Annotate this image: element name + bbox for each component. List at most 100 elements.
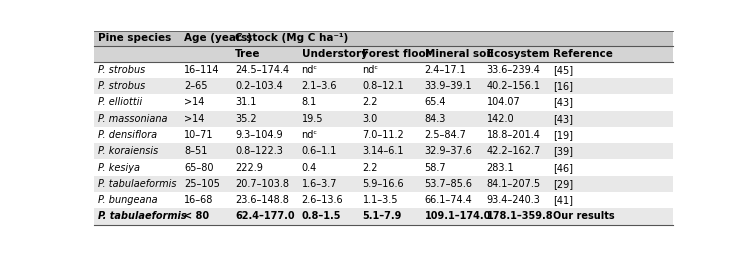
FancyBboxPatch shape — [94, 62, 673, 78]
Text: Age (years): Age (years) — [184, 33, 252, 43]
FancyBboxPatch shape — [94, 94, 673, 110]
FancyBboxPatch shape — [94, 208, 673, 225]
Text: 16–114: 16–114 — [184, 65, 219, 75]
Text: 2.2: 2.2 — [363, 98, 378, 107]
Text: 10–71: 10–71 — [184, 130, 213, 140]
FancyBboxPatch shape — [94, 176, 673, 192]
Text: P. elliottii: P. elliottii — [98, 98, 142, 107]
Text: 23.6–148.8: 23.6–148.8 — [235, 195, 289, 205]
Text: Tree: Tree — [235, 49, 260, 59]
Text: 40.2–156.1: 40.2–156.1 — [486, 81, 541, 91]
Text: 35.2: 35.2 — [235, 114, 257, 124]
Text: 2.1–3.6: 2.1–3.6 — [301, 81, 337, 91]
Text: Mineral soil: Mineral soil — [425, 49, 493, 59]
FancyBboxPatch shape — [94, 127, 673, 143]
Text: [19]: [19] — [554, 130, 573, 140]
Text: C stock (Mg C ha⁻¹): C stock (Mg C ha⁻¹) — [235, 33, 349, 43]
Text: 18.8–201.4: 18.8–201.4 — [486, 130, 540, 140]
FancyBboxPatch shape — [94, 46, 673, 62]
Text: 0.6–1.1: 0.6–1.1 — [301, 146, 337, 156]
Text: 2.6–13.6: 2.6–13.6 — [301, 195, 343, 205]
Text: P. strobus: P. strobus — [98, 81, 145, 91]
Text: [46]: [46] — [554, 162, 573, 173]
Text: 16–68: 16–68 — [184, 195, 213, 205]
Text: 0.4: 0.4 — [301, 162, 317, 173]
Text: P. densiflora: P. densiflora — [98, 130, 157, 140]
Text: [45]: [45] — [554, 65, 573, 75]
Text: 84.1–207.5: 84.1–207.5 — [486, 179, 541, 189]
Text: 0.8–12.1: 0.8–12.1 — [363, 81, 404, 91]
Text: [39]: [39] — [554, 146, 573, 156]
Text: 8–51: 8–51 — [184, 146, 207, 156]
Text: 2.2: 2.2 — [363, 162, 378, 173]
Text: Understory: Understory — [301, 49, 367, 59]
Text: 32.9–37.6: 32.9–37.6 — [425, 146, 473, 156]
Text: ndᶜ: ndᶜ — [301, 65, 318, 75]
Text: 58.7: 58.7 — [425, 162, 446, 173]
Text: 104.07: 104.07 — [486, 98, 521, 107]
Text: 2.4–17.1: 2.4–17.1 — [425, 65, 466, 75]
Text: [41]: [41] — [554, 195, 573, 205]
Text: [43]: [43] — [554, 98, 573, 107]
Text: >14: >14 — [184, 114, 204, 124]
Text: Pine species: Pine species — [98, 33, 171, 43]
Text: P. tabulaeformis: P. tabulaeformis — [98, 179, 177, 189]
Text: 178.1–359.8: 178.1–359.8 — [486, 211, 554, 222]
Text: 42.2–162.7: 42.2–162.7 — [486, 146, 541, 156]
Text: 8.1: 8.1 — [301, 98, 317, 107]
Text: 33.9–39.1: 33.9–39.1 — [425, 81, 472, 91]
Text: [16]: [16] — [554, 81, 573, 91]
Text: 2–65: 2–65 — [184, 81, 207, 91]
Text: 65–80: 65–80 — [184, 162, 213, 173]
Text: ndᶜ: ndᶜ — [363, 65, 378, 75]
Text: 33.6–239.4: 33.6–239.4 — [486, 65, 540, 75]
Text: [29]: [29] — [554, 179, 573, 189]
Text: 24.5–174.4: 24.5–174.4 — [235, 65, 289, 75]
Text: 84.3: 84.3 — [425, 114, 446, 124]
Text: 222.9: 222.9 — [235, 162, 263, 173]
Text: P. strobus: P. strobus — [98, 65, 145, 75]
FancyBboxPatch shape — [94, 110, 673, 127]
Text: Reference: Reference — [554, 49, 613, 59]
Text: 62.4–177.0: 62.4–177.0 — [235, 211, 295, 222]
Text: P. bungeana: P. bungeana — [98, 195, 158, 205]
Text: 7.0–11.2: 7.0–11.2 — [363, 130, 404, 140]
Text: 283.1: 283.1 — [486, 162, 514, 173]
Text: 2.5–84.7: 2.5–84.7 — [425, 130, 467, 140]
Text: P. koraiensis: P. koraiensis — [98, 146, 159, 156]
Text: 0.8–122.3: 0.8–122.3 — [235, 146, 283, 156]
FancyBboxPatch shape — [94, 143, 673, 159]
Text: 3.14–6.1: 3.14–6.1 — [363, 146, 404, 156]
Text: 20.7–103.8: 20.7–103.8 — [235, 179, 289, 189]
Text: 25–105: 25–105 — [184, 179, 220, 189]
Text: P. kesiya: P. kesiya — [98, 162, 140, 173]
Text: Ecosystem: Ecosystem — [486, 49, 549, 59]
FancyBboxPatch shape — [94, 31, 673, 46]
Text: 5.1–7.9: 5.1–7.9 — [363, 211, 402, 222]
Text: 109.1–174.0: 109.1–174.0 — [425, 211, 491, 222]
Text: 1.1–3.5: 1.1–3.5 — [363, 195, 398, 205]
Text: 9.3–104.9: 9.3–104.9 — [235, 130, 283, 140]
Text: 53.7–85.6: 53.7–85.6 — [425, 179, 473, 189]
Text: 1.6–3.7: 1.6–3.7 — [301, 179, 337, 189]
Text: < 80: < 80 — [184, 211, 209, 222]
Text: 142.0: 142.0 — [486, 114, 514, 124]
FancyBboxPatch shape — [94, 159, 673, 176]
FancyBboxPatch shape — [94, 192, 673, 208]
Text: 65.4: 65.4 — [425, 98, 446, 107]
Text: P. tabulaeformis: P. tabulaeformis — [98, 211, 187, 222]
Text: 66.1–74.4: 66.1–74.4 — [425, 195, 472, 205]
Text: 93.4–240.3: 93.4–240.3 — [486, 195, 540, 205]
Text: 31.1: 31.1 — [235, 98, 257, 107]
Text: >14: >14 — [184, 98, 204, 107]
Text: Our results: Our results — [554, 211, 615, 222]
Text: 3.0: 3.0 — [363, 114, 378, 124]
Text: 0.8–1.5: 0.8–1.5 — [301, 211, 341, 222]
Text: Forest floor: Forest floor — [363, 49, 432, 59]
Text: ndᶜ: ndᶜ — [301, 130, 318, 140]
Text: 0.2–103.4: 0.2–103.4 — [235, 81, 283, 91]
Text: 19.5: 19.5 — [301, 114, 323, 124]
FancyBboxPatch shape — [94, 78, 673, 94]
Text: P. massoniana: P. massoniana — [98, 114, 168, 124]
Text: [43]: [43] — [554, 114, 573, 124]
